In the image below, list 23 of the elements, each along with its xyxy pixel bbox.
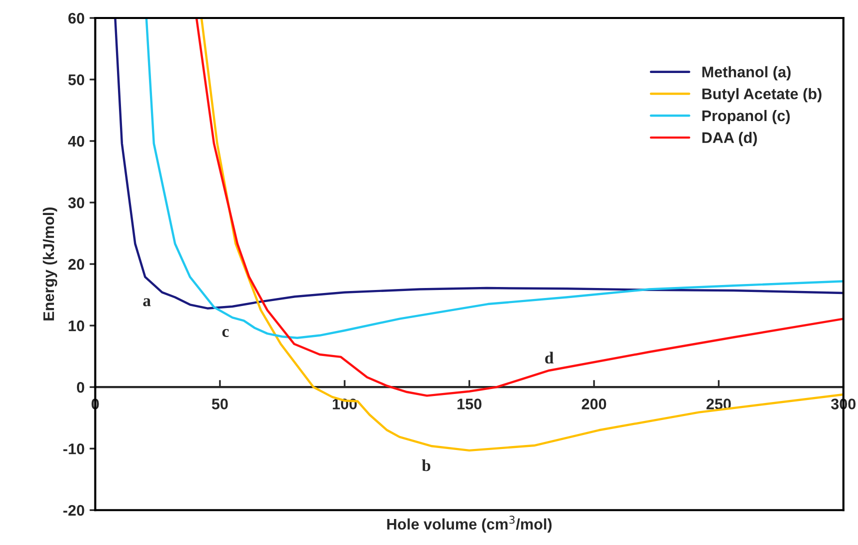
x-tick-label: 50 bbox=[212, 398, 228, 410]
legend-label: DAA (d) bbox=[702, 132, 757, 146]
x-tick-label: 150 bbox=[458, 398, 482, 410]
annotation: c bbox=[222, 329, 229, 338]
annotation: b bbox=[422, 459, 430, 472]
legend-label: Propanol (c) bbox=[702, 110, 790, 124]
y-tick-label: -20 bbox=[63, 504, 84, 516]
y-tick-label: -10 bbox=[63, 443, 84, 454]
y-tick-label: 20 bbox=[68, 258, 84, 270]
x-axis-title: Hole volume (cm$^{3}$/mol) bbox=[387, 516, 552, 533]
legend-label: Methanol (a) bbox=[702, 66, 791, 80]
x-tick-label: 250 bbox=[706, 398, 731, 410]
y-tick-label: 60 bbox=[68, 12, 84, 24]
y-tick-label: 30 bbox=[68, 197, 84, 208]
y-tick-label: 10 bbox=[68, 320, 84, 332]
y-tick-label: 40 bbox=[68, 136, 84, 147]
annotation: a bbox=[143, 298, 151, 306]
y-tick-label: 0 bbox=[76, 382, 84, 393]
y-tick-label: 50 bbox=[68, 74, 84, 86]
x-tick-label: 200 bbox=[582, 398, 606, 410]
annotation: d bbox=[545, 352, 554, 364]
y-axis-title: Energy (kJ/mol) bbox=[42, 208, 58, 320]
legend-label: Butyl Acetate (b) bbox=[702, 88, 822, 102]
